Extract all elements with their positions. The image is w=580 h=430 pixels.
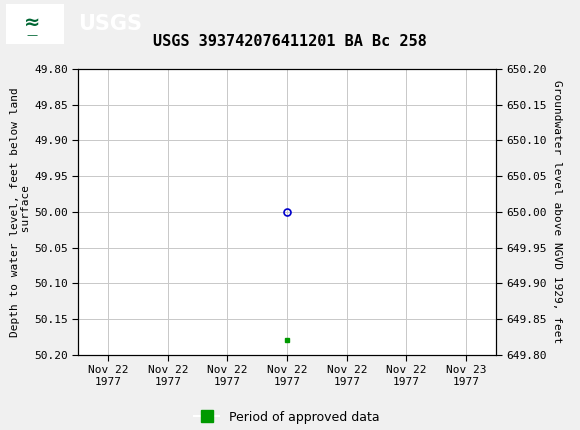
Text: ≈: ≈ [24, 13, 40, 32]
Text: USGS 393742076411201 BA Bc 258: USGS 393742076411201 BA Bc 258 [153, 34, 427, 49]
Text: USGS: USGS [78, 14, 142, 34]
Legend: Period of approved data: Period of approved data [189, 405, 385, 429]
Text: —: — [26, 31, 38, 40]
Y-axis label: Depth to water level, feet below land
 surface: Depth to water level, feet below land su… [10, 87, 31, 337]
Y-axis label: Groundwater level above NGVD 1929, feet: Groundwater level above NGVD 1929, feet [552, 80, 563, 344]
Bar [6, 4, 64, 43]
